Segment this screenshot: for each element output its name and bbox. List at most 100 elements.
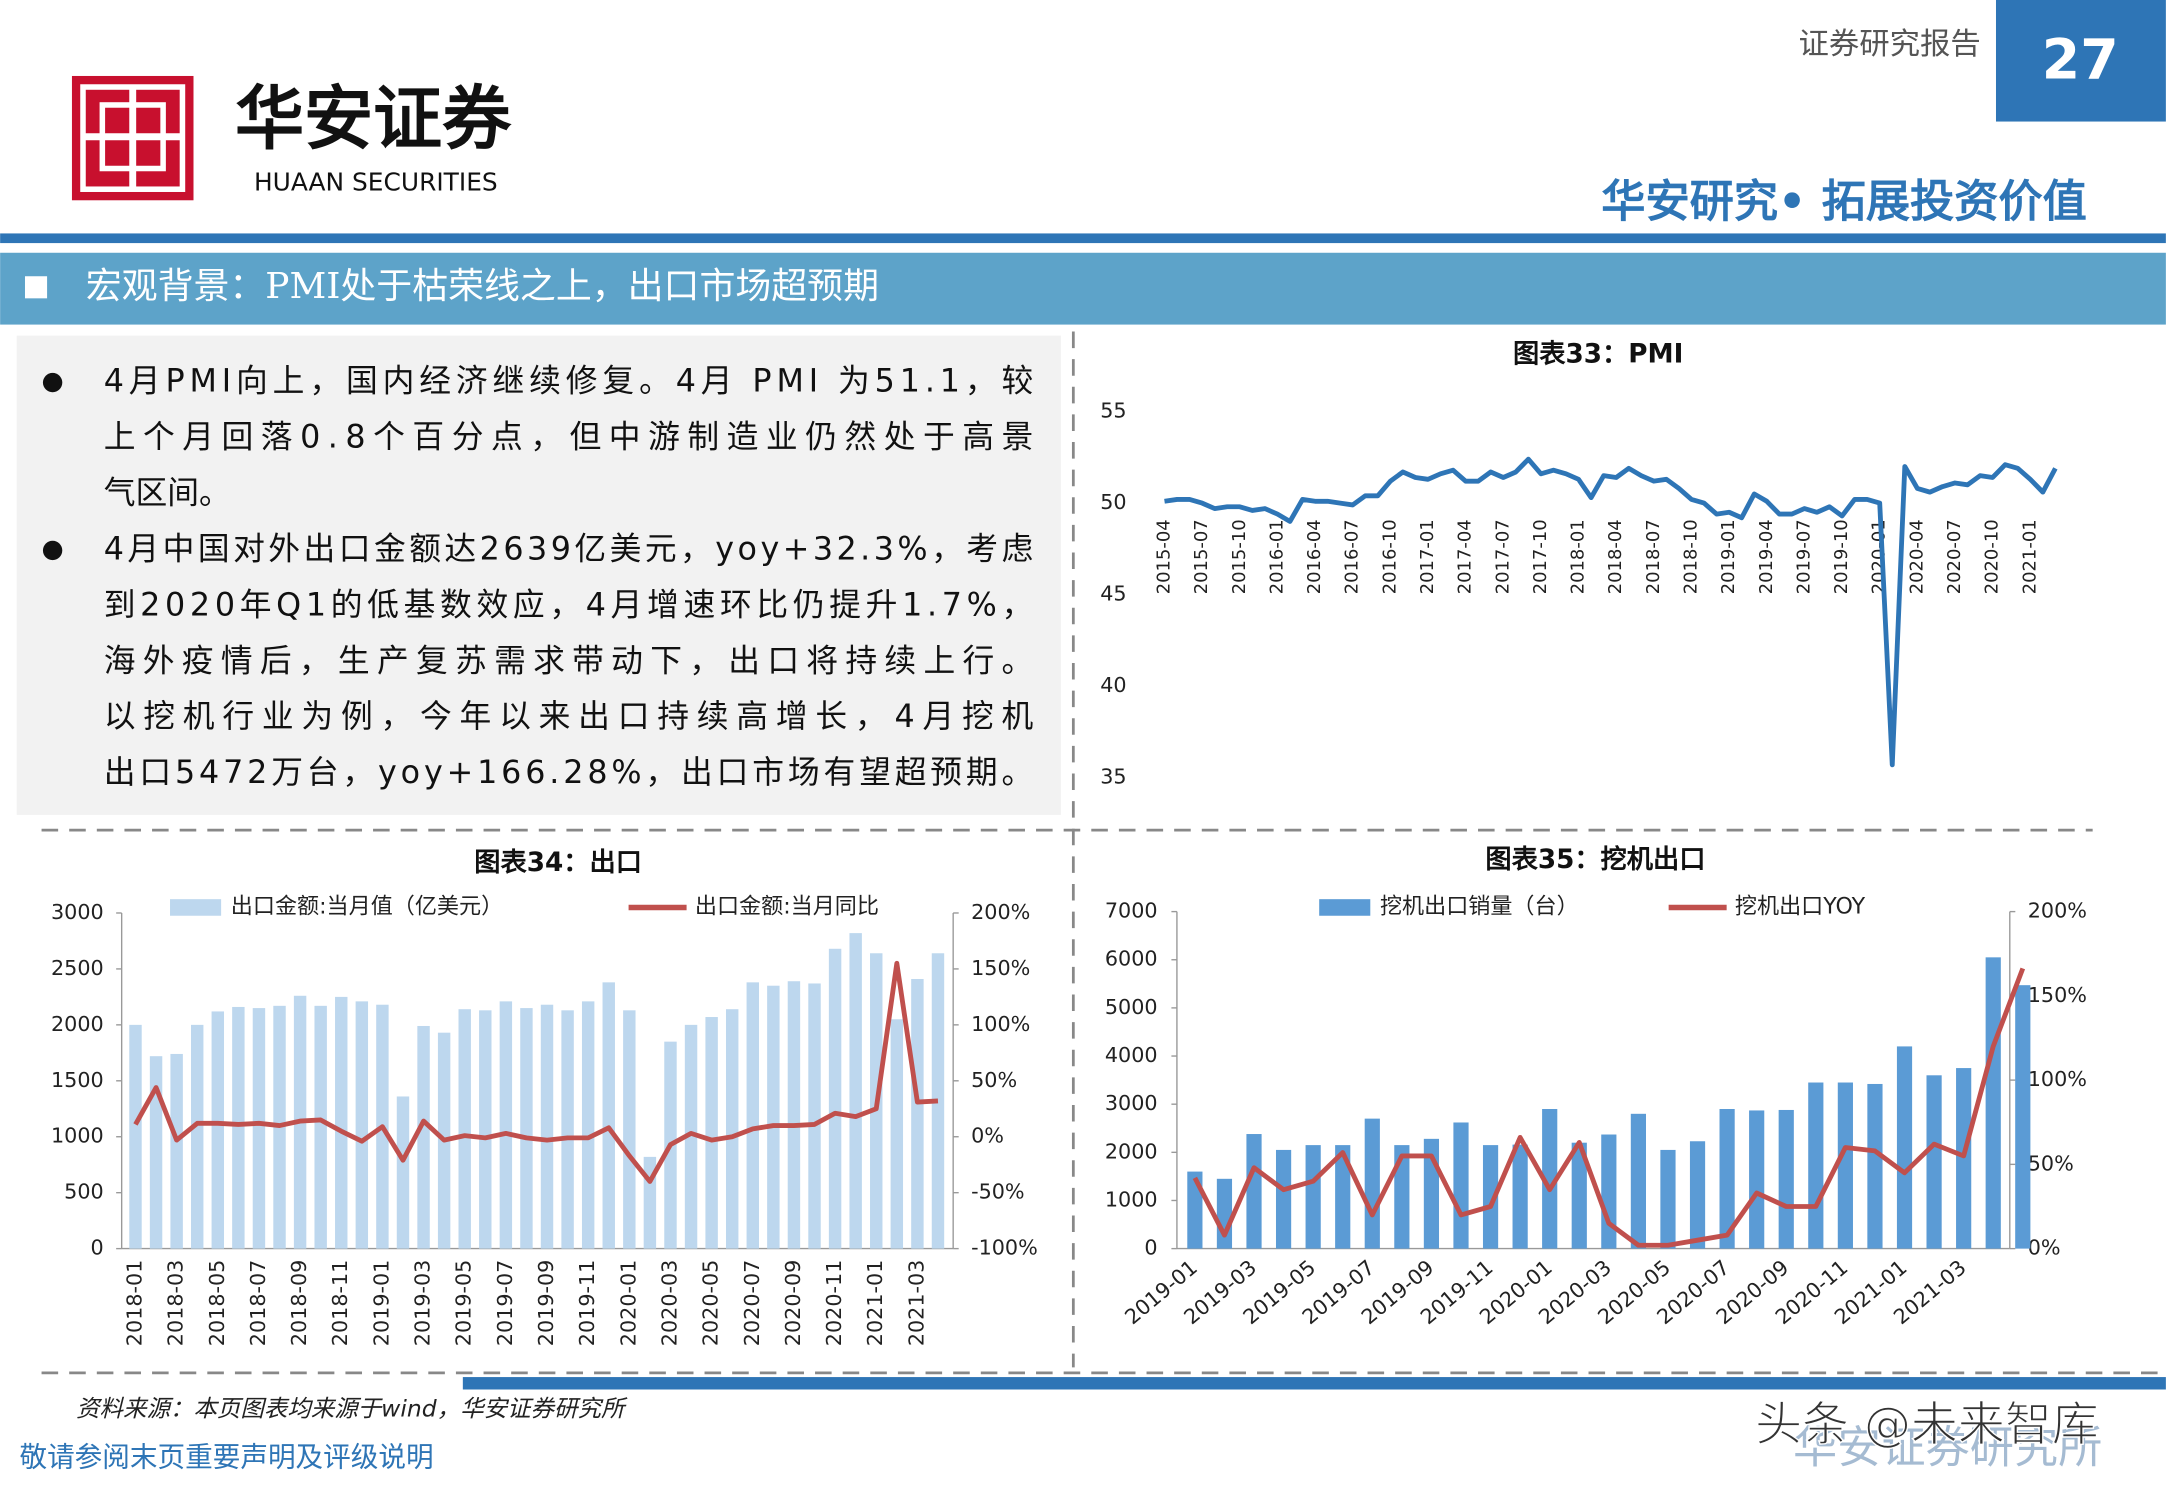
bar (705, 1017, 718, 1249)
x-tick-label: 2016-07 (1342, 519, 1363, 594)
bar (1778, 1109, 1794, 1249)
bar (1985, 957, 2001, 1249)
x-tick-label: 2021-01 (863, 1260, 887, 1347)
bar (1275, 1149, 1292, 1249)
disclaimer: 敬请参阅末页重要声明及评级说明 (19, 1441, 433, 1474)
line (1192, 967, 2026, 1248)
bar (1394, 1145, 1410, 1249)
bar (540, 1004, 554, 1249)
x-tick-label: 2015-04 (1153, 519, 1174, 594)
x-tick-label: 2017-07 (1492, 519, 1513, 594)
y-tick-label: 1000 (1105, 1187, 1158, 1211)
y-tick-label: 2500 (51, 956, 104, 980)
bar (849, 933, 862, 1249)
y-tick-label: 0 (91, 1236, 104, 1260)
x-tick-label: 2019-04 (1756, 519, 1777, 594)
x-tick-label: 2018-09 (287, 1260, 311, 1347)
y2-tick-label: 0% (2028, 1236, 2061, 1260)
y2-tick-label: 150% (2028, 983, 2087, 1007)
bar (725, 1009, 739, 1249)
chart: 图表34：出口 0 500 1000 1500 2000 2500 3000 -100% -50%… (51, 848, 1038, 1346)
bar (1808, 1082, 1824, 1249)
bullet-dot (42, 540, 63, 561)
x-tick-label: 2018-01 (122, 1260, 146, 1347)
page-number-box (1995, 0, 2166, 122)
x-tick-label: 2017-10 (1530, 519, 1551, 594)
bar (602, 982, 615, 1249)
watermark: 头条 @未来智库 (1755, 1398, 2099, 1453)
chart: 图表33：PMI 35 40 45 50 55 2015-04 2015-07 2015-10 2… (1100, 339, 2058, 789)
bar (129, 1024, 142, 1249)
bar (828, 948, 842, 1249)
legend-swatch (170, 899, 222, 916)
y-tick-label: 4000 (1105, 1043, 1158, 1067)
bar (2015, 985, 2031, 1249)
bar (1660, 1149, 1676, 1249)
bar (1246, 1134, 1262, 1249)
legend-label: 挖机出口YOY (1735, 893, 1866, 919)
bullet-line: 4月PMI向上，国内经济继续修复。4月 PMI 为51.1，较 (104, 364, 1034, 400)
charts: 图表33：PMI 35 40 45 50 55 2015-04 2015-07 2015-10 2… (51, 339, 2087, 1346)
header-rule (0, 233, 2166, 244)
y-tick-label: 7000 (1105, 899, 1158, 923)
x-tick-label: 2015-07 (1191, 519, 1212, 594)
y2-tick-label: 50% (971, 1068, 1017, 1092)
x-tick-label: 2020-07 (1944, 519, 1965, 594)
logo (71, 75, 194, 201)
y2-tick-label: 100% (2028, 1067, 2087, 1091)
y-tick-label: 1500 (51, 1068, 104, 1092)
legend-swatch (1319, 899, 1371, 916)
bar (1926, 1075, 1942, 1249)
bar (417, 1025, 430, 1249)
y-tick-label: 2000 (51, 1012, 104, 1036)
bar (1187, 1171, 1203, 1249)
y-tick-label: 500 (64, 1180, 104, 1204)
legend-label: 出口金额:当月同比 (695, 893, 879, 919)
brand: 华安证券 (235, 78, 512, 159)
chart: 图表35：挖机出口 0 1000 2000 3000 4000 5000 6000 7000 0%… (1105, 844, 2087, 1329)
x-tick-label: 2018-01 (1568, 519, 1589, 594)
brand-en: HUAAN SECURITIES (254, 168, 498, 197)
bar (355, 1001, 369, 1249)
x-tick-label: 2021-01 (2019, 519, 2040, 594)
y-tick-label: 35 (1100, 765, 1126, 789)
x-tick-label: 2020-07 (740, 1260, 764, 1347)
bar (1364, 1118, 1380, 1249)
bar (1719, 1108, 1735, 1249)
bar (1837, 1082, 1853, 1249)
bar (1867, 1083, 1883, 1249)
x-tick-label: 2018-11 (328, 1260, 352, 1347)
y2-tick-label: 50% (2028, 1151, 2074, 1175)
bar (1601, 1134, 1617, 1249)
report-type: 证券研究报告 (1799, 27, 1981, 62)
line (1164, 456, 2058, 768)
bullet-line: 以挖机行业为例，今年以来出口持续高增长，4月挖机 (104, 699, 1034, 735)
x-tick-label: 2017-01 (1417, 519, 1438, 594)
x-tick-label: 2018-07 (1643, 519, 1664, 594)
x-tick-label: 2020-01 (616, 1260, 640, 1347)
y-tick-label: 5000 (1105, 995, 1158, 1019)
bar (890, 1019, 904, 1249)
bar (335, 996, 348, 1249)
x-tick-label: 2019-07 (493, 1260, 517, 1347)
x-tick-label: 2020-10 (1982, 519, 2003, 594)
y-tick-label: 3000 (51, 900, 104, 924)
bullet-line: 到2020年Q1的低基数效应，4月增速环比仍提升1.7%， (104, 587, 1034, 623)
bar (561, 1010, 574, 1249)
bullet-dot (42, 372, 63, 393)
bullet-line: 气区间。 (104, 475, 231, 511)
slogan: 华安研究• 拓展投资价值 (1601, 176, 2087, 227)
x-tick-label: 2016-04 (1304, 519, 1325, 594)
section-bar (0, 252, 2166, 325)
legend-label: 挖机出口销量（台） (1380, 893, 1579, 919)
y2-tick-label: 150% (971, 956, 1030, 980)
bar (1482, 1145, 1499, 1249)
x-tick-label: 2017-04 (1455, 519, 1476, 594)
watermark-org: 华安证券研究所 (1793, 1422, 2102, 1473)
section-title: 宏观背景：PMI处于枯荣线之上，出口市场超预期 (86, 266, 879, 307)
footer-bar (462, 1377, 2166, 1390)
bar (314, 1005, 327, 1249)
x-tick-label: 2019-09 (534, 1260, 558, 1347)
x-tick-label: 2020-05 (699, 1260, 723, 1347)
x-tick-label: 2016-01 (1266, 519, 1287, 594)
